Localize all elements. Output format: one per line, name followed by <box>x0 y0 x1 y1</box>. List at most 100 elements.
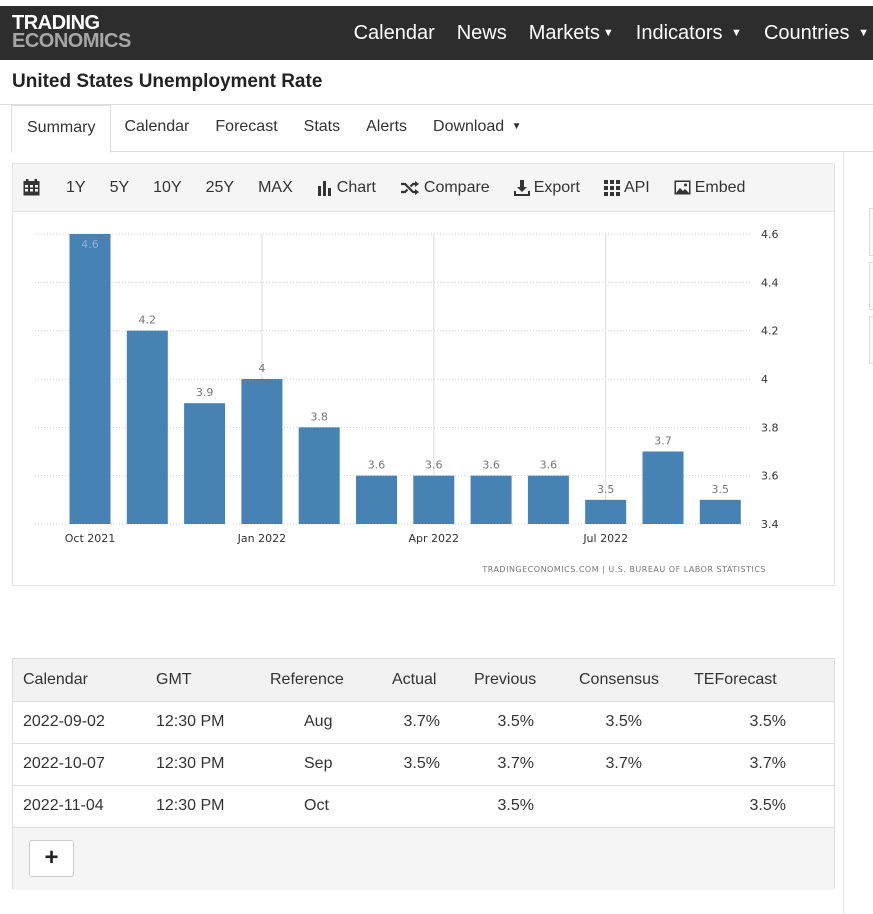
nav-indicators[interactable]: Indicators ▼ <box>636 22 742 45</box>
cell-teforecast: 3.7% <box>660 743 834 786</box>
y-tick-label: 3.4 <box>761 518 779 531</box>
chart-source-credit: TRADINGECONOMICS.COM | U.S. BUREAU OF LA… <box>481 565 766 574</box>
nav-news-label: News <box>456 21 507 44</box>
chart-bar[interactable] <box>699 499 741 524</box>
chart-type-label: Chart <box>336 178 376 196</box>
col-header-teforecast[interactable]: TEForecast <box>660 659 834 702</box>
tab-download-label: Download <box>433 118 505 136</box>
x-tick-label: Jan 2022 <box>237 532 286 545</box>
y-tick-label: 4.4 <box>761 276 779 289</box>
col-header-calendar[interactable]: Calendar <box>13 659 137 702</box>
chart-bar[interactable] <box>298 427 340 524</box>
export-button[interactable]: Export <box>513 179 580 197</box>
bar-data-label: 3.5 <box>712 483 730 496</box>
tab-forecast[interactable]: Forecast <box>215 118 278 135</box>
page-title: United States Unemployment Rate <box>12 71 323 92</box>
tab-alerts[interactable]: Alerts <box>366 118 408 135</box>
range-25y[interactable]: 25Y <box>205 178 235 196</box>
side-tab-edge <box>869 208 873 256</box>
y-tick-label: 4 <box>761 373 768 386</box>
chart-bar[interactable] <box>413 475 455 524</box>
tab-stats[interactable]: Stats <box>303 118 341 135</box>
col-header-actual[interactable]: Actual <box>370 659 448 702</box>
chart-bar[interactable] <box>184 403 226 524</box>
cell-teforecast: 3.5% <box>660 785 834 828</box>
y-tick-label: 4.2 <box>761 325 779 338</box>
bar-data-label: 3.6 <box>368 459 386 472</box>
table-footer: + <box>13 827 834 890</box>
calendar-table-panel: Calendar GMT Reference Actual Previous C… <box>12 658 835 890</box>
shuffle-icon <box>400 180 419 195</box>
col-header-gmt[interactable]: GMT <box>137 659 250 702</box>
chart-bar[interactable] <box>126 330 168 524</box>
range-1y[interactable]: 1Y <box>66 178 86 196</box>
table-row: 2022-11-04 12:30 PM Oct 3.5% 3.5% <box>13 785 834 828</box>
nav-calendar[interactable]: Calendar <box>354 22 435 45</box>
caret-down-icon: ▼ <box>731 27 742 40</box>
grid-icon <box>603 179 620 196</box>
chart-bar[interactable] <box>527 475 569 524</box>
title-divider <box>0 104 873 105</box>
bar-data-label: 3.5 <box>597 483 615 496</box>
api-button[interactable]: API <box>603 178 650 197</box>
top-navbar: TRADING ECONOMICS Calendar News Markets ▼… <box>0 6 873 60</box>
y-tick-label: 3.8 <box>761 421 779 434</box>
cell-actual: 3.7% <box>370 701 448 744</box>
add-event-button[interactable]: + <box>29 839 74 877</box>
image-icon <box>674 180 691 195</box>
calendar-table: Calendar GMT Reference Actual Previous C… <box>13 659 834 828</box>
range-10y[interactable]: 10Y <box>153 178 182 196</box>
cell-reference: Aug <box>250 701 370 744</box>
chart-toolbar: 1Y 5Y 10Y 25Y MAX Chart Compare Export A… <box>13 164 834 212</box>
nav-news[interactable]: News <box>457 22 507 45</box>
bar-data-label: 3.6 <box>540 459 558 472</box>
site-logo[interactable]: TRADING ECONOMICS <box>12 13 131 51</box>
download-icon <box>513 179 530 196</box>
caret-down-icon: ▼ <box>858 27 869 40</box>
col-header-previous[interactable]: Previous <box>448 659 542 702</box>
cell-date: 2022-11-04 <box>13 785 137 828</box>
chart-bar[interactable] <box>356 475 397 524</box>
embed-button[interactable]: Embed <box>674 178 746 197</box>
cell-reference: Oct <box>250 785 370 828</box>
bar-data-label: 4.6 <box>81 238 99 251</box>
nav-calendar-label: Calendar <box>353 21 435 44</box>
compare-button[interactable]: Compare <box>400 179 490 197</box>
table-row: 2022-10-07 12:30 PM Sep 3.5% 3.7% 3.7% 3… <box>13 743 834 786</box>
caret-down-icon: ▼ <box>602 27 614 40</box>
tab-calendar[interactable]: Calendar <box>124 118 190 135</box>
chart-bar[interactable] <box>642 451 684 525</box>
chart-type-button[interactable]: Chart <box>317 179 376 197</box>
bar-data-label: 3.7 <box>654 435 672 448</box>
cell-teforecast: 3.5% <box>660 701 834 744</box>
caret-down-icon: ▼ <box>511 121 522 132</box>
main-nav: Calendar News Markets ▼ Indicators ▼ Coun… <box>354 6 873 60</box>
col-header-consensus[interactable]: Consensus <box>542 659 660 702</box>
compare-label: Compare <box>423 178 490 196</box>
bar-data-label: 4 <box>258 362 265 375</box>
chart-bar[interactable] <box>241 379 283 524</box>
bar-data-label: 3.8 <box>310 410 328 423</box>
embed-label: Embed <box>694 178 746 196</box>
col-header-reference[interactable]: Reference <box>250 659 370 702</box>
chart-bar[interactable] <box>470 475 512 524</box>
chart-bar[interactable] <box>69 234 111 524</box>
api-label: API <box>623 178 650 196</box>
cell-previous: 3.5% <box>448 785 542 828</box>
unemployment-bar-chart: 4.6 4.2 3.9 4 3.8 3.6 3.6 3.6 3.6 3.5 3.7 3.5 3.4 3.… <box>35 228 779 574</box>
range-max[interactable]: MAX <box>258 178 293 196</box>
bar-chart-icon <box>317 180 331 196</box>
cell-gmt: 12:30 PM <box>137 701 250 744</box>
nav-markets-label: Markets <box>528 21 600 44</box>
side-tab-edge <box>869 316 873 364</box>
table-row: 2022-09-02 12:30 PM Aug 3.7% 3.5% 3.5% 3… <box>13 701 834 744</box>
tab-download[interactable]: Download ▼ <box>420 105 535 152</box>
tab-summary[interactable]: Summary <box>11 105 112 153</box>
chart-bar[interactable] <box>585 499 627 524</box>
cell-previous: 3.5% <box>448 701 542 744</box>
bar-data-label: 3.6 <box>482 459 500 472</box>
nav-countries[interactable]: Countries ▼ <box>764 22 869 45</box>
nav-markets[interactable]: Markets ▼ <box>529 22 614 45</box>
calendar-icon[interactable] <box>23 179 44 196</box>
range-5y[interactable]: 5Y <box>109 178 130 196</box>
